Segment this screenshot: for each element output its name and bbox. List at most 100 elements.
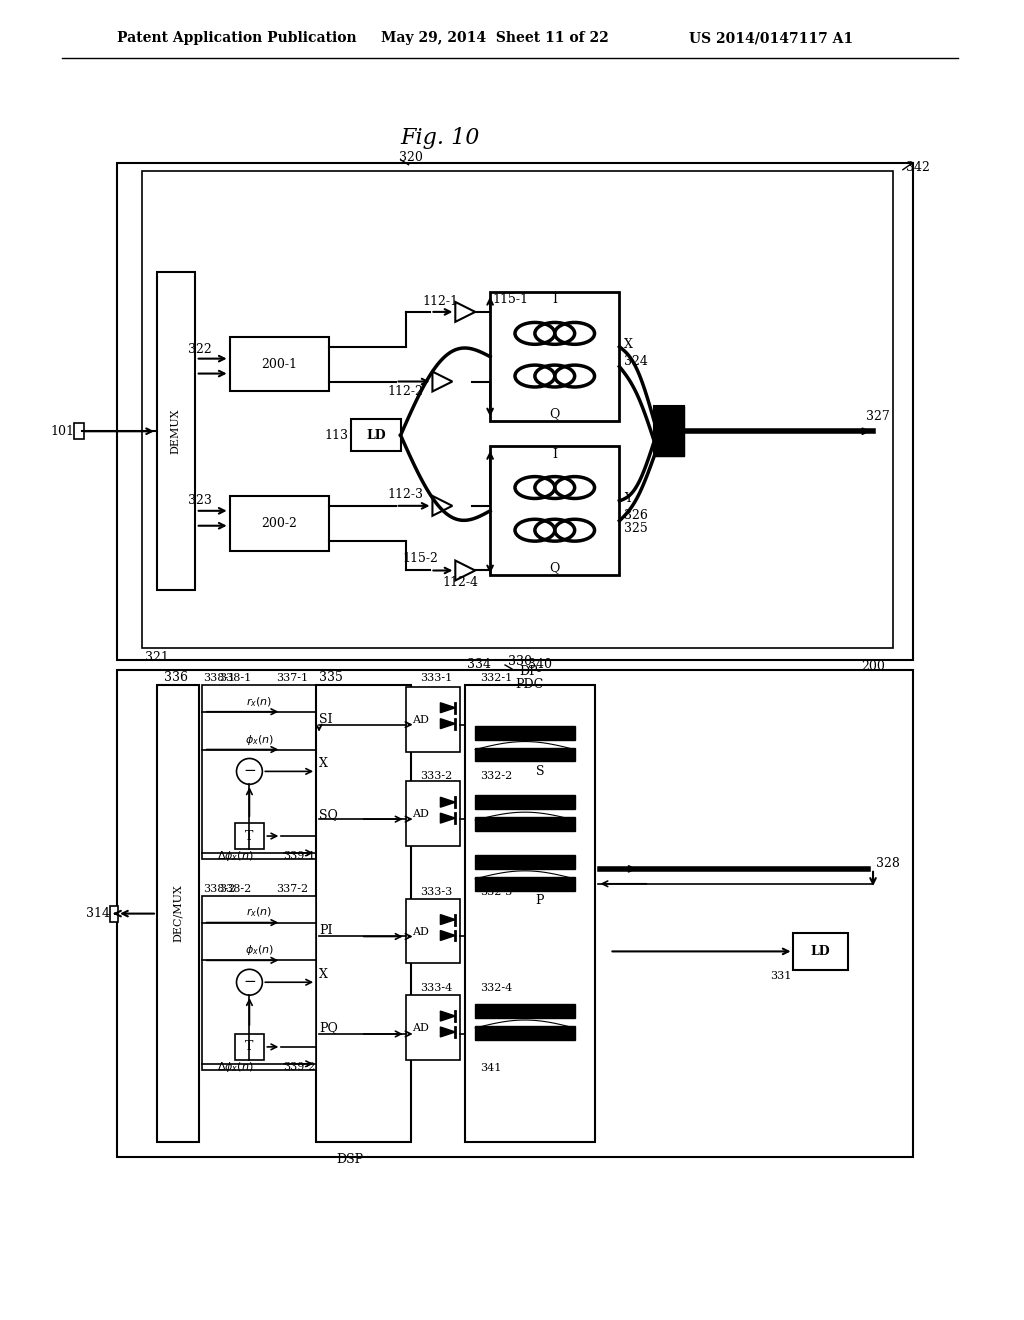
Polygon shape: [440, 718, 456, 729]
Polygon shape: [432, 496, 453, 516]
Bar: [111, 906, 118, 921]
Text: 322: 322: [187, 343, 212, 356]
Text: 332-4: 332-4: [480, 983, 512, 993]
Text: 339-2: 339-2: [284, 1061, 315, 1072]
Bar: [202, 685, 316, 859]
Text: 334: 334: [467, 659, 492, 672]
Text: 341: 341: [480, 1063, 502, 1073]
Polygon shape: [475, 1005, 574, 1018]
Text: PI: PI: [319, 924, 333, 937]
Text: 112-4: 112-4: [442, 576, 478, 589]
Text: SQ: SQ: [319, 808, 338, 821]
Polygon shape: [475, 726, 574, 739]
Text: X: X: [319, 756, 328, 770]
Text: AD: AD: [412, 714, 429, 725]
Text: 101: 101: [50, 425, 75, 438]
Text: DEMUX: DEMUX: [171, 408, 181, 454]
Bar: [157, 685, 199, 1142]
Bar: [202, 896, 316, 1069]
Text: 325: 325: [625, 523, 648, 535]
Text: X: X: [625, 338, 633, 351]
Text: 113: 113: [325, 429, 349, 442]
Text: 200: 200: [861, 660, 885, 673]
Text: 321: 321: [145, 651, 169, 664]
Bar: [234, 824, 264, 849]
Polygon shape: [654, 407, 684, 457]
Text: 333-1: 333-1: [421, 673, 453, 682]
Text: 112-2: 112-2: [388, 385, 424, 397]
Text: Q: Q: [550, 561, 560, 574]
Polygon shape: [440, 1027, 456, 1038]
Text: 327: 327: [866, 409, 890, 422]
Bar: [794, 932, 848, 970]
Bar: [117, 671, 912, 1158]
Text: T: T: [245, 829, 254, 842]
Text: 112-3: 112-3: [387, 488, 424, 502]
Text: 332-2: 332-2: [480, 771, 512, 781]
Text: 340: 340: [527, 659, 552, 672]
Text: $\phi_x(n)$: $\phi_x(n)$: [245, 733, 273, 747]
Polygon shape: [432, 371, 453, 392]
Text: 338-1: 338-1: [204, 673, 236, 682]
Text: 326: 326: [625, 510, 648, 523]
Text: 336: 336: [164, 672, 187, 684]
Polygon shape: [440, 1011, 456, 1022]
Polygon shape: [440, 813, 456, 824]
Polygon shape: [456, 561, 475, 581]
Text: 324: 324: [625, 355, 648, 368]
Text: X: X: [319, 968, 328, 981]
Text: AD: AD: [412, 809, 429, 820]
Bar: [229, 496, 329, 550]
Text: 333-2: 333-2: [421, 771, 453, 781]
Text: I: I: [552, 447, 557, 461]
Text: 200-2: 200-2: [261, 517, 297, 531]
Text: $r_x(n)$: $r_x(n)$: [246, 694, 272, 709]
Text: −: −: [243, 975, 256, 989]
Bar: [142, 170, 893, 648]
Polygon shape: [456, 302, 475, 322]
Text: 333-3: 333-3: [421, 887, 453, 896]
Bar: [406, 686, 460, 751]
Text: Q: Q: [550, 407, 560, 420]
Polygon shape: [440, 915, 456, 924]
Text: 323: 323: [187, 495, 212, 507]
Text: S: S: [536, 764, 544, 777]
Text: 332-1: 332-1: [480, 673, 512, 682]
Text: May 29, 2014  Sheet 11 of 22: May 29, 2014 Sheet 11 of 22: [381, 32, 608, 45]
Bar: [406, 995, 460, 1060]
Text: 320: 320: [398, 152, 423, 164]
Text: 332-3: 332-3: [480, 887, 512, 896]
Text: 342: 342: [906, 161, 930, 174]
Text: AD: AD: [412, 1023, 429, 1034]
Polygon shape: [440, 797, 456, 808]
Text: 339-1: 339-1: [284, 851, 315, 861]
Text: $\Delta\phi_x(n)$: $\Delta\phi_x(n)$: [217, 849, 253, 863]
Text: 330: 330: [508, 656, 531, 668]
Text: Fig. 10: Fig. 10: [400, 127, 480, 149]
Bar: [406, 899, 460, 964]
Text: 337-2: 337-2: [276, 884, 308, 894]
Text: 338-2: 338-2: [204, 884, 236, 894]
Text: AD: AD: [412, 927, 429, 936]
Bar: [157, 272, 195, 590]
Bar: [406, 781, 460, 846]
Polygon shape: [475, 1026, 574, 1040]
Text: 314: 314: [86, 907, 111, 920]
Text: 333-4: 333-4: [421, 983, 453, 993]
Text: −: −: [243, 764, 256, 779]
Text: 335: 335: [319, 672, 343, 684]
Bar: [465, 685, 595, 1142]
Text: PDC: PDC: [516, 678, 544, 692]
Text: PQ: PQ: [319, 1022, 338, 1035]
Polygon shape: [440, 702, 456, 713]
Bar: [117, 162, 912, 660]
Text: DSP: DSP: [336, 1152, 364, 1166]
Bar: [234, 1034, 264, 1060]
Bar: [351, 420, 400, 451]
Text: $\phi_x(n)$: $\phi_x(n)$: [245, 944, 273, 957]
Bar: [490, 292, 620, 421]
Text: DP-: DP-: [519, 665, 541, 678]
Text: US 2014/0147117 A1: US 2014/0147117 A1: [689, 32, 853, 45]
Text: 200-1: 200-1: [261, 358, 297, 371]
Text: 338-2: 338-2: [219, 884, 252, 894]
